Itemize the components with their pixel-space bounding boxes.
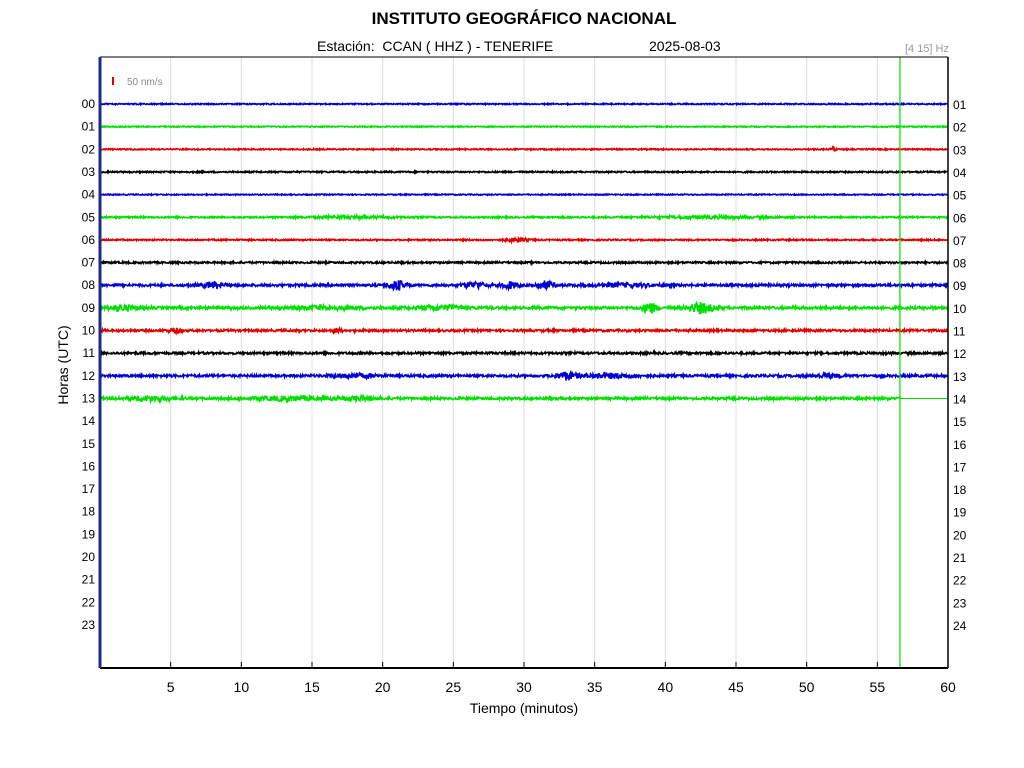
y-tick-label-left: 07 (82, 256, 96, 270)
trace-hour-05 (100, 212, 949, 222)
y-tick-label-right: 09 (953, 279, 967, 293)
y-tick-label-right: 02 (953, 121, 967, 135)
trace-hour-13 (100, 393, 900, 405)
y-tick-label-right: 11 (953, 325, 966, 339)
y-tick-label-left: 10 (82, 324, 96, 338)
trace-hour-04 (100, 192, 949, 197)
trace-hour-10 (100, 325, 949, 336)
y-tick-label-left: 22 (82, 595, 96, 609)
y-tick-label-left: 03 (82, 165, 96, 179)
x-tick-label: 25 (446, 679, 462, 695)
y-tick-label-right: 19 (953, 506, 967, 520)
y-tick-label-right: 08 (953, 257, 967, 271)
trace-hour-08 (100, 279, 949, 293)
x-tick-label: 30 (516, 679, 532, 695)
y-tick-label-right: 04 (953, 166, 967, 180)
station-info: Estación: CCAN ( HHZ ) - TENERIFE (317, 38, 554, 54)
y-tick-label-right: 01 (953, 98, 967, 112)
y-tick-label-right: 16 (953, 438, 967, 452)
y-tick-label-left: 12 (82, 369, 96, 383)
y-tick-label-left: 18 (82, 505, 96, 519)
trace-hour-07 (100, 258, 949, 267)
y-tick-label-right: 20 (953, 528, 967, 542)
trace-hour-06 (100, 235, 949, 245)
y-tick-label-left: 15 (82, 437, 96, 451)
y-tick-label-left: 23 (82, 618, 96, 632)
trace-hour-02 (100, 145, 949, 153)
y-tick-label-left: 05 (82, 210, 96, 224)
y-tick-label-right: 13 (953, 370, 967, 384)
y-tick-label-right: 06 (953, 211, 967, 225)
y-tick-label-left: 06 (82, 233, 96, 247)
x-tick-label: 60 (940, 679, 956, 695)
frequency-band: [4 15] Hz (904, 43, 949, 55)
y-tick-label-right: 22 (953, 574, 967, 588)
y-tick-label-left: 20 (82, 550, 96, 564)
y-tick-label-left: 08 (82, 278, 96, 292)
y-tick-label-right: 03 (953, 143, 967, 157)
date-label: 2025-08-03 (649, 38, 721, 54)
y-tick-label-left: 01 (82, 120, 96, 134)
x-tick-label: 40 (658, 679, 674, 695)
trace-hour-09 (100, 300, 949, 315)
tick-labels: 5 10 15 20 25 30 35 40 45 50 55 60 00 01 02 03 04 05 06 07 0… (82, 97, 967, 695)
y-tick-label-right: 21 (953, 551, 967, 565)
y-tick-label-right: 14 (953, 392, 967, 406)
y-tick-label-left: 21 (82, 573, 96, 587)
y-tick-label-left: 11 (83, 346, 96, 360)
y-tick-label-left: 17 (82, 482, 96, 496)
y-tick-label-right: 12 (953, 347, 967, 361)
y-tick-label-left: 09 (82, 301, 96, 315)
scale-bar (112, 77, 114, 85)
trace-hour-03 (100, 168, 949, 175)
x-tick-label: 10 (234, 679, 250, 695)
y-tick-label-left: 00 (82, 97, 96, 111)
x-tick-label: 20 (375, 679, 391, 695)
y-tick-label-left: 14 (82, 414, 96, 428)
x-tick-label: 35 (587, 679, 603, 695)
y-tick-label-left: 13 (82, 391, 96, 405)
y-tick-label-left: 16 (82, 459, 96, 473)
x-tick-label: 45 (728, 679, 744, 695)
x-tick-label: 50 (799, 679, 815, 695)
traces-group (100, 57, 949, 668)
y-tick-label-right: 23 (953, 596, 967, 610)
y-tick-label-left: 19 (82, 527, 96, 541)
y-tick-label-right: 15 (953, 415, 967, 429)
scale-label: 50 nm/s (127, 77, 163, 88)
y-tick-label-right: 18 (953, 483, 967, 497)
page-title: INSTITUTO GEOGRÁFICO NACIONAL (371, 9, 677, 28)
trace-hour-12 (100, 369, 949, 381)
x-tick-label: 15 (304, 679, 320, 695)
trace-hour-11 (100, 348, 949, 358)
trace-hour-00 (100, 101, 949, 107)
y-tick-label-right: 17 (953, 460, 967, 474)
trace-hour-01 (100, 124, 949, 129)
y-tick-label-left: 04 (82, 188, 96, 202)
x-axis-label: Tiempo (minutos) (469, 700, 579, 716)
x-tick-label: 5 (167, 679, 175, 695)
y-tick-label-right: 05 (953, 189, 967, 203)
y-tick-label-right: 07 (953, 234, 967, 248)
x-tick-label: 55 (870, 679, 886, 695)
y-tick-label-right: 24 (953, 619, 967, 633)
y-tick-label-left: 02 (82, 142, 96, 156)
y-tick-label-right: 10 (953, 302, 967, 316)
grid-lines (170, 57, 878, 668)
